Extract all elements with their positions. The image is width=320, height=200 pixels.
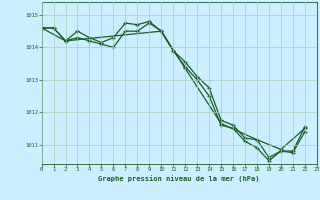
X-axis label: Graphe pression niveau de la mer (hPa): Graphe pression niveau de la mer (hPa) <box>99 175 260 182</box>
